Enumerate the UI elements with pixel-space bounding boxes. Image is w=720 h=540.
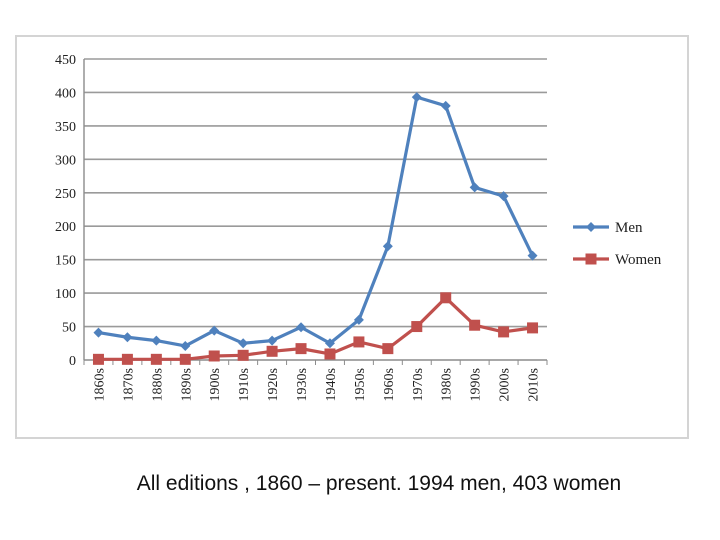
point-men-1960s	[382, 241, 393, 252]
point-men-1970s	[411, 92, 422, 103]
point-men-1880s	[151, 335, 162, 346]
point-women-1980s	[440, 292, 452, 304]
x-tick-label-1900s: 1900s	[208, 368, 223, 401]
point-men-1980s	[440, 100, 451, 111]
y-tick-label-400: 400	[55, 86, 76, 101]
x-tick-label-1990s: 1990s	[469, 368, 484, 401]
point-men-1890s	[180, 340, 191, 351]
legend-marker-women	[585, 253, 597, 265]
point-women-1870s	[121, 353, 133, 365]
y-tick-label-200: 200	[55, 220, 76, 235]
legend-label-men: Men	[615, 220, 643, 236]
point-women-1990s	[469, 319, 481, 331]
point-men-2010s	[527, 250, 538, 261]
x-tick-label-1980s: 1980s	[440, 368, 455, 401]
chart-caption: All editions , 1860 – present. 1994 men,…	[136, 472, 622, 495]
x-tick-label-1940s: 1940s	[324, 368, 339, 401]
point-men-1870s	[122, 332, 133, 343]
x-tick-label-1880s: 1880s	[150, 368, 165, 401]
point-women-1920s	[266, 345, 278, 357]
x-tick-label-1970s: 1970s	[411, 368, 426, 401]
point-women-1970s	[411, 321, 423, 333]
x-tick-label-1890s: 1890s	[179, 368, 194, 401]
point-men-1860s	[93, 327, 104, 338]
chart-frame: 0 50 100 150 200 250 300 350 400 450 1860s 1870s 188…	[15, 35, 689, 439]
x-tick-label-2000s: 2000s	[498, 368, 513, 401]
x-tick-label-2010s: 2010s	[527, 368, 542, 401]
point-women-1910s	[237, 349, 249, 361]
point-women-1880s	[150, 353, 162, 365]
y-tick-label-300: 300	[55, 153, 76, 168]
legend-label-women: Women	[615, 252, 662, 268]
y-tick-label-100: 100	[55, 287, 76, 302]
y-tick-label-0: 0	[69, 354, 76, 369]
point-men-1950s	[353, 314, 364, 325]
y-tick-label-150: 150	[55, 254, 76, 269]
x-tick-label-1910s: 1910s	[237, 368, 252, 401]
point-women-1960s	[382, 343, 394, 355]
series-line-women	[98, 296, 533, 361]
y-tick-label-50: 50	[62, 321, 76, 336]
point-women-1930s	[295, 343, 307, 355]
x-tick-label-1950s: 1950s	[353, 368, 368, 401]
x-tick-label-1870s: 1870s	[121, 368, 136, 401]
series-line-men	[98, 95, 534, 348]
y-tick-label-450: 450	[55, 53, 76, 68]
point-men-1910s	[238, 338, 249, 349]
point-women-2000s	[498, 326, 510, 338]
line-chart: 0 50 100 150 200 250 300 350 400 450 1860s 1870s 188…	[55, 53, 662, 401]
point-women-1860s	[92, 353, 104, 365]
point-men-1930s	[296, 322, 307, 333]
point-women-1940s	[324, 348, 336, 360]
x-tick-label-1860s: 1860s	[92, 368, 107, 401]
point-women-1890s	[179, 353, 191, 365]
y-tick-label-250: 250	[55, 187, 76, 202]
point-women-1950s	[353, 336, 365, 348]
legend-marker-men	[586, 222, 596, 232]
point-women-1900s	[208, 350, 220, 362]
x-tick-label-1960s: 1960s	[382, 368, 397, 401]
y-tick-label-350: 350	[55, 120, 76, 135]
point-men-1990s	[469, 182, 480, 193]
point-women-2010s	[527, 322, 539, 334]
point-men-1920s	[267, 335, 278, 346]
point-men-2000s	[498, 191, 509, 202]
x-tick-label-1920s: 1920s	[266, 368, 281, 401]
point-men-1940s	[324, 338, 335, 349]
x-tick-label-1930s: 1930s	[295, 368, 310, 401]
point-men-1900s	[209, 325, 220, 336]
